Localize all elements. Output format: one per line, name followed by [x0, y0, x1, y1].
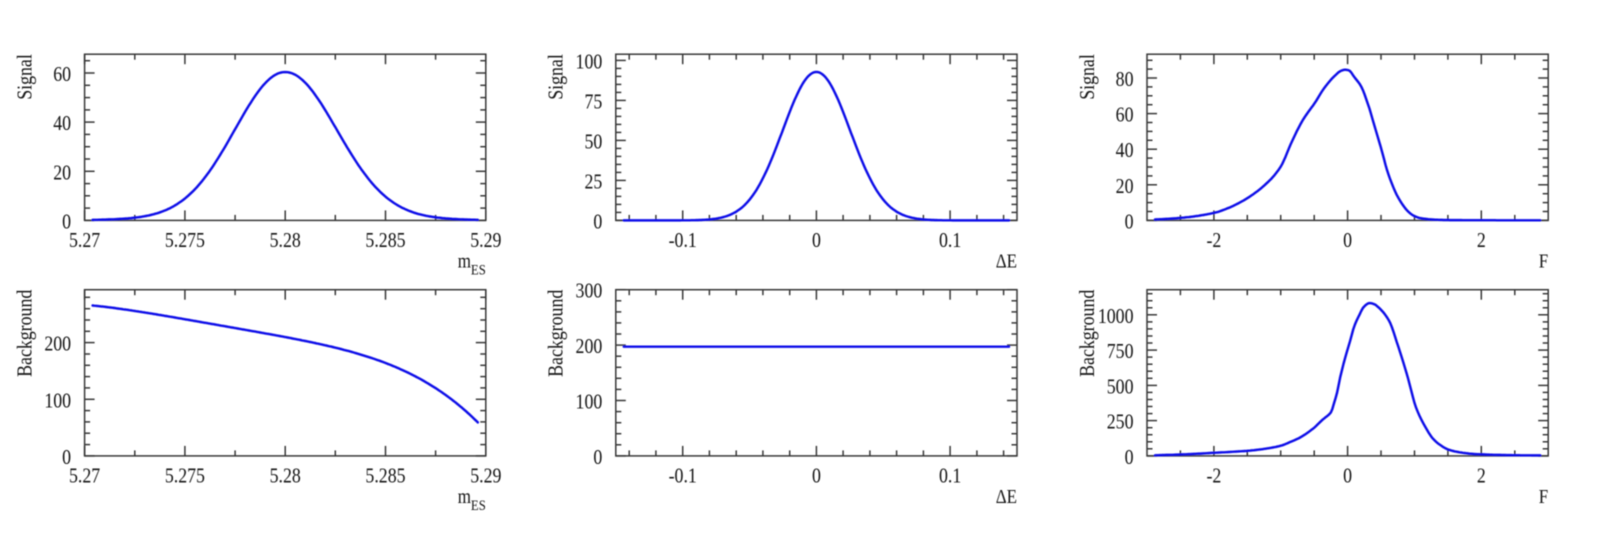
- svg-text:Signal: Signal: [545, 54, 568, 100]
- svg-text:0: 0: [1343, 230, 1352, 253]
- svg-text:-2: -2: [1206, 465, 1221, 488]
- svg-text:200: 200: [44, 333, 71, 356]
- svg-text:5.285: 5.285: [365, 230, 405, 253]
- svg-text:0.1: 0.1: [939, 230, 961, 253]
- svg-text:0.1: 0.1: [939, 465, 961, 488]
- svg-text:60: 60: [53, 64, 71, 87]
- svg-text:5.275: 5.275: [165, 230, 205, 253]
- svg-text:200: 200: [576, 336, 603, 359]
- svg-text:0: 0: [62, 211, 71, 234]
- svg-text:0: 0: [593, 447, 602, 470]
- svg-text:0: 0: [1125, 447, 1134, 470]
- svg-text:50: 50: [584, 131, 602, 154]
- svg-text:ΔE: ΔE: [996, 250, 1017, 273]
- svg-text:100: 100: [44, 390, 71, 413]
- svg-text:F: F: [1539, 486, 1548, 509]
- svg-text:25: 25: [584, 171, 602, 194]
- svg-text:Background: Background: [1077, 289, 1100, 376]
- svg-text:5.285: 5.285: [365, 465, 405, 488]
- svg-text:500: 500: [1107, 376, 1134, 399]
- svg-text:5.28: 5.28: [270, 465, 301, 488]
- svg-text:5.27: 5.27: [69, 230, 100, 253]
- svg-text:60: 60: [1116, 104, 1134, 127]
- svg-text:ΔE: ΔE: [996, 486, 1017, 509]
- svg-text:20: 20: [1116, 176, 1134, 199]
- svg-text:750: 750: [1107, 341, 1134, 364]
- svg-text:0: 0: [1343, 465, 1352, 488]
- svg-text:-0.1: -0.1: [669, 230, 697, 253]
- svg-text:20: 20: [53, 162, 71, 185]
- svg-text:2: 2: [1477, 230, 1486, 253]
- svg-text:Signal: Signal: [14, 54, 37, 100]
- svg-text:0: 0: [812, 230, 821, 253]
- svg-text:5.27: 5.27: [69, 465, 100, 488]
- svg-text:0: 0: [1125, 211, 1134, 234]
- svg-text:0: 0: [62, 447, 71, 470]
- svg-text:40: 40: [1116, 140, 1134, 163]
- svg-text:0: 0: [593, 211, 602, 234]
- svg-text:300: 300: [576, 280, 603, 303]
- svg-text:-2: -2: [1206, 230, 1221, 253]
- svg-text:5.275: 5.275: [165, 465, 205, 488]
- svg-text:5.29: 5.29: [470, 465, 501, 488]
- svg-text:250: 250: [1107, 411, 1134, 434]
- svg-text:80: 80: [1116, 69, 1134, 92]
- svg-text:Background: Background: [545, 289, 568, 376]
- svg-text:1000: 1000: [1098, 306, 1134, 329]
- svg-text:100: 100: [576, 51, 603, 74]
- svg-text:5.28: 5.28: [270, 230, 301, 253]
- svg-text:F: F: [1539, 250, 1548, 273]
- svg-text:0: 0: [812, 465, 821, 488]
- svg-text:-0.1: -0.1: [669, 465, 697, 488]
- svg-text:100: 100: [576, 391, 603, 414]
- svg-text:40: 40: [53, 113, 71, 136]
- svg-text:5.29: 5.29: [470, 230, 501, 253]
- svg-text:Background: Background: [14, 289, 37, 376]
- svg-text:75: 75: [584, 91, 602, 114]
- svg-text:2: 2: [1477, 465, 1486, 488]
- svg-text:Signal: Signal: [1077, 54, 1100, 100]
